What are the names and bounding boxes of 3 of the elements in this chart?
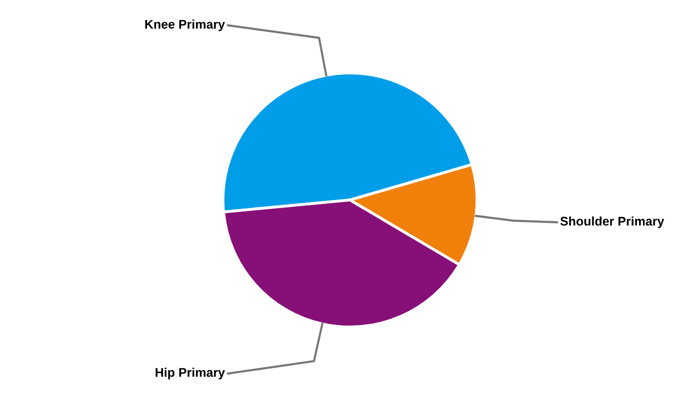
slice-label: Hip Primary: [156, 368, 225, 380]
slice-label: Knee Primary: [145, 20, 225, 32]
slice-label: Shoulder Primary: [560, 216, 664, 228]
